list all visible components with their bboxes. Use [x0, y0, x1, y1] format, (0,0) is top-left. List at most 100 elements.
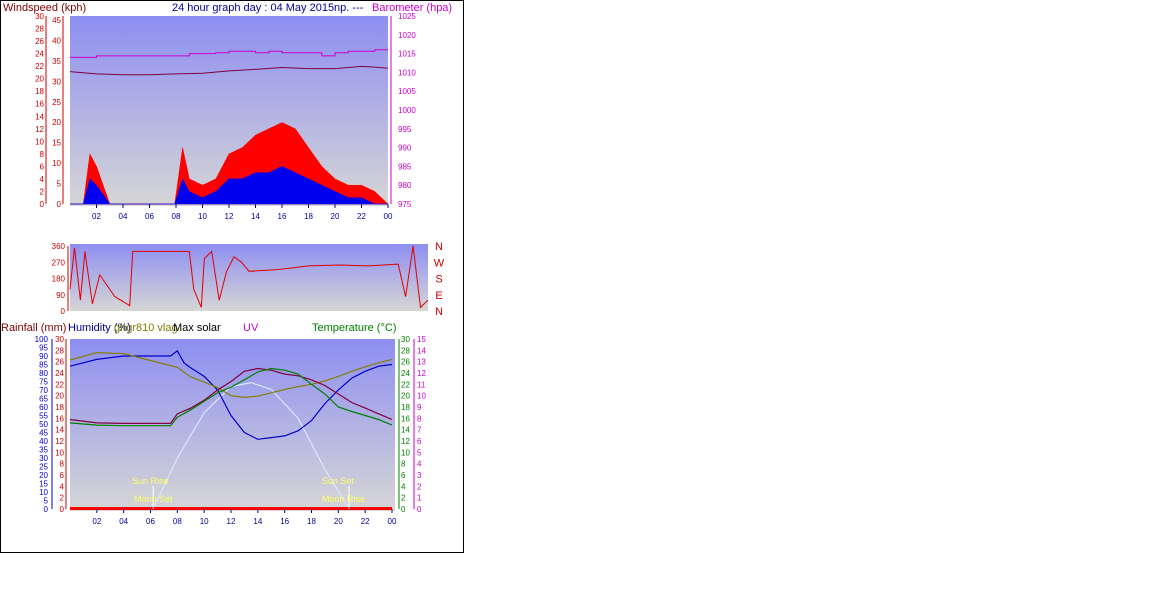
windspeed-inner-tick-label: 15	[52, 139, 61, 148]
rainfall-tick-label: 12	[55, 437, 64, 446]
max-solar-label: Max solar	[173, 322, 221, 334]
uv-tick-label: 3	[417, 471, 422, 480]
windspeed-tick-label: 26	[35, 37, 44, 46]
windspeed-inner-tick-label: 20	[52, 118, 61, 127]
windspeed-inner-tick-label: 5	[57, 180, 62, 189]
rainfall-tick-label: 24	[55, 369, 64, 378]
uv-tick-label: 4	[417, 460, 422, 469]
temp-x-tick-label: 12	[227, 517, 236, 526]
wind-x-tick-label: 16	[278, 212, 287, 221]
compass-label: S	[435, 274, 442, 286]
temp-x-tick-label: 22	[361, 517, 370, 526]
windspeed-tick-label: 20	[35, 75, 44, 84]
direction-series	[69, 245, 429, 309]
dewpoint-label: ghgr810 vlag	[114, 322, 178, 334]
humidity-tick-label: 35	[39, 446, 48, 455]
sun-rise-label: Sun Rise	[132, 476, 169, 486]
uv-tick-label: 11	[417, 380, 426, 389]
temperature-tick-label: 24	[401, 369, 410, 378]
uv-axis-label: UV	[243, 322, 259, 334]
humidity-tick-label: 45	[39, 429, 48, 438]
uv-tick-label: 10	[417, 392, 426, 401]
wind-x-tick-label: 12	[225, 212, 234, 221]
temperature-series	[69, 367, 393, 427]
humidity-tick-label: 90	[39, 352, 48, 361]
uv-tick-label: 14	[417, 346, 426, 355]
temperature-tick-label: 18	[401, 403, 410, 412]
temperature-tick-label: 16	[401, 414, 410, 423]
temp-x-tick-label: 16	[280, 517, 289, 526]
temp-x-tick-label: 02	[92, 517, 101, 526]
windspeed-inner-tick-label: 10	[52, 159, 61, 168]
sun-set-label: Sun Set	[322, 476, 355, 486]
rainfall-tick-label: 0	[60, 505, 65, 514]
uv-tick-label: 5	[417, 448, 422, 457]
temp-x-tick-label: 14	[253, 517, 262, 526]
wind-x-tick-label: 08	[172, 212, 181, 221]
wind-x-tick-label: 00	[384, 212, 393, 221]
compass-label: E	[435, 290, 442, 302]
rainfall-tick-label: 14	[55, 426, 64, 435]
temperature-tick-label: 20	[401, 392, 410, 401]
barometer-tick-label: 985	[398, 162, 412, 171]
pressure-trend-series	[70, 49, 388, 58]
rainfall-tick-label: 6	[60, 471, 65, 480]
uv-tick-label: 12	[417, 369, 426, 378]
rainfall-tick-label: 8	[60, 460, 65, 469]
temperature-tick-label: 0	[401, 505, 406, 514]
windspeed-series	[70, 166, 388, 205]
temp-x-tick-label: 10	[200, 517, 209, 526]
windspeed-tick-label: 12	[35, 125, 44, 134]
barometer-tick-label: 1025	[398, 12, 416, 21]
barometer-tick-label: 1015	[398, 50, 416, 59]
rainfall-tick-label: 26	[55, 358, 64, 367]
pressure-series	[69, 65, 389, 76]
windspeed-tick-label: 28	[35, 25, 44, 34]
humidity-tick-label: 20	[39, 471, 48, 480]
barometer-tick-label: 995	[398, 125, 412, 134]
windspeed-inner-tick-label: 40	[52, 36, 61, 45]
windspeed-tick-label: 0	[40, 200, 45, 209]
rainfall-tick-label: 30	[55, 335, 64, 344]
uv-tick-label: 13	[417, 358, 426, 367]
wind-x-tick-label: 18	[304, 212, 313, 221]
windspeed-inner-tick-label: 30	[52, 77, 61, 86]
uv-tick-label: 15	[417, 335, 426, 344]
uv-tick-label: 7	[417, 426, 422, 435]
windspeed-tick-label: 14	[35, 112, 44, 121]
temperature-red-series	[69, 367, 393, 424]
humidity-tick-label: 25	[39, 463, 48, 472]
temperature-axis-label: Temperature (°C)	[312, 322, 396, 334]
humidity-tick-label: 100	[35, 335, 49, 344]
barometer-tick-label: 990	[398, 144, 412, 153]
chart-title: 24 hour graph day : 04 May 2015np. ---	[172, 2, 364, 14]
windspeed-tick-label: 22	[35, 62, 44, 71]
moon-rise-label: Moon Rise	[322, 494, 365, 504]
wind-x-tick-label: 10	[198, 212, 207, 221]
direction-tick-label: 180	[52, 275, 66, 284]
compass-label: N	[435, 241, 443, 253]
humidity-tick-label: 75	[39, 378, 48, 387]
graph-frame: Windspeed (kph) 24 hour graph day : 04 M…	[0, 0, 464, 553]
temperature-tick-label: 28	[401, 346, 410, 355]
humidity-tick-label: 65	[39, 395, 48, 404]
barometer-tick-label: 1005	[398, 87, 416, 96]
temperature-tick-label: 6	[401, 471, 406, 480]
humidity-tick-label: 10	[39, 488, 48, 497]
temperature-tick-label: 12	[401, 437, 410, 446]
temp-x-tick-label: 20	[334, 517, 343, 526]
rainfall-series	[70, 507, 392, 510]
humidity-tick-label: 30	[39, 454, 48, 463]
windspeed-tick-label: 6	[40, 162, 45, 171]
rainfall-tick-label: 10	[55, 448, 64, 457]
humidity-tick-label: 60	[39, 403, 48, 412]
max-solar-series	[152, 381, 350, 510]
compass-label: W	[434, 257, 445, 269]
rainfall-tick-label: 2	[60, 494, 65, 503]
moon-set-label: Moon Set	[134, 494, 173, 504]
wind-x-tick-label: 04	[119, 212, 128, 221]
temp-x-tick-label: 04	[119, 517, 128, 526]
uv-tick-label: 6	[417, 437, 422, 446]
temp-x-tick-label: 06	[146, 517, 155, 526]
temp-plot-area	[70, 339, 395, 511]
